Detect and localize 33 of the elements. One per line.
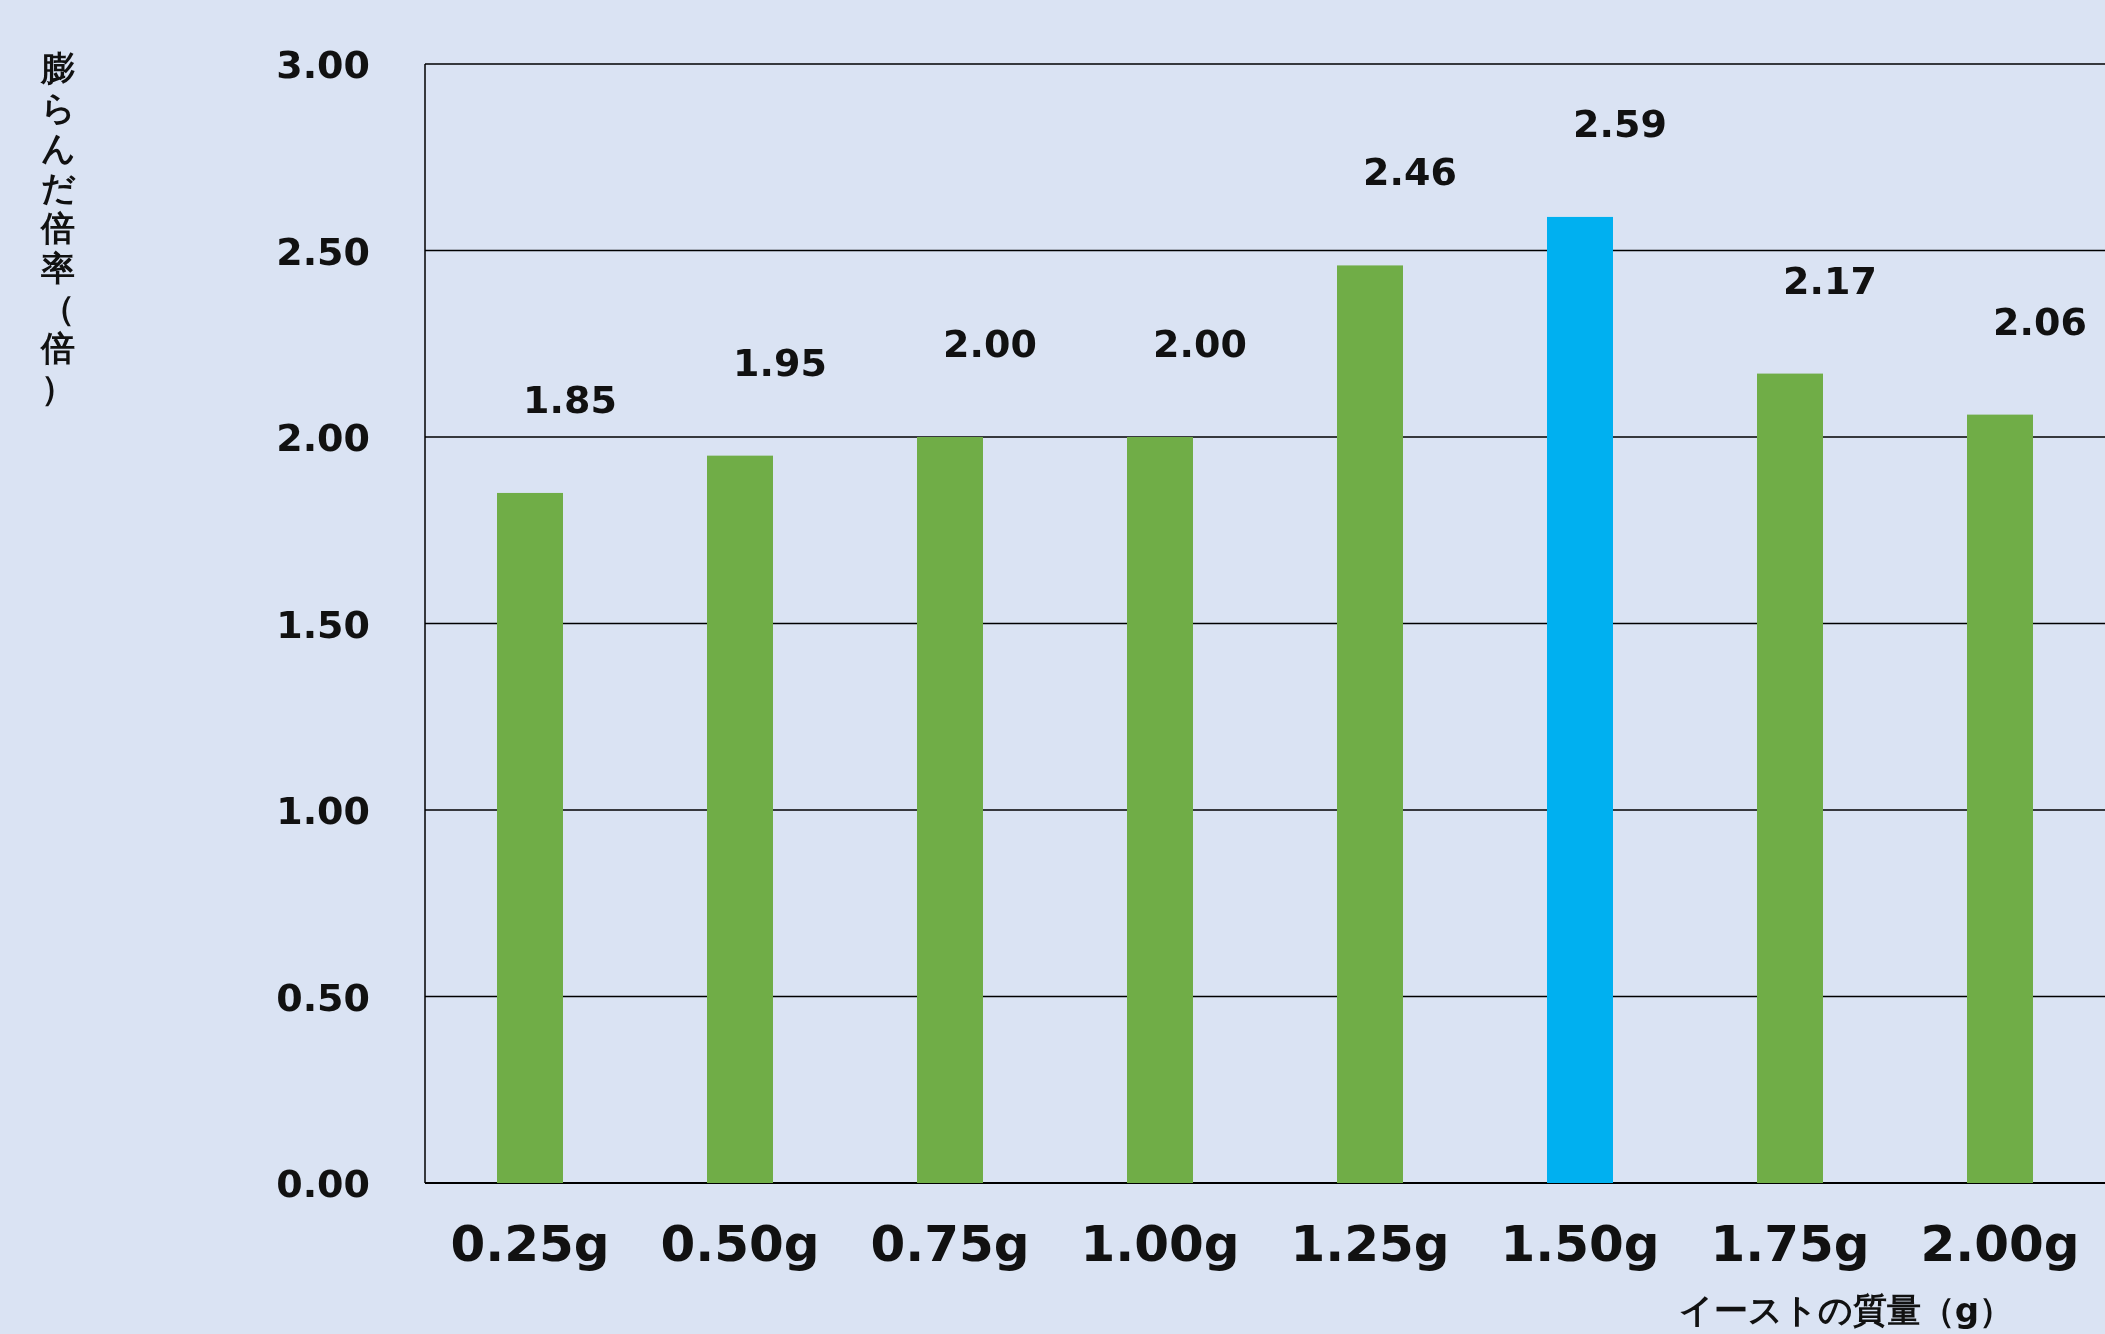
- x-tick-label: 1.00g: [1080, 1215, 1240, 1273]
- data-label: 2.00: [943, 322, 1037, 366]
- bar: [1757, 373, 1823, 1183]
- bar: [1337, 265, 1403, 1183]
- bar: [1547, 216, 1613, 1183]
- bar: [707, 455, 773, 1183]
- y-tick-label: 1.00: [276, 789, 370, 833]
- bar: [1127, 437, 1193, 1183]
- y-tick-label: 2.00: [276, 416, 370, 460]
- bar: [917, 437, 983, 1183]
- x-tick-label: 0.75g: [870, 1215, 1030, 1273]
- y-tick-label: 0.00: [276, 1162, 370, 1206]
- bar: [1967, 414, 2033, 1183]
- data-label: 2.46: [1363, 150, 1457, 195]
- data-label: 1.95: [733, 340, 827, 385]
- data-label: 2.59: [1573, 101, 1667, 146]
- x-tick-label: 1.50g: [1500, 1215, 1660, 1273]
- x-tick-label: 0.50g: [660, 1215, 820, 1273]
- data-label: 2.00: [1153, 322, 1247, 366]
- data-label: 2.06: [1993, 299, 2087, 344]
- text: 膨らんだ倍率（倍）: [40, 48, 76, 408]
- x-tick-label: 2.00g: [1920, 1215, 2080, 1273]
- bar: [497, 492, 563, 1183]
- x-tick-label: 1.75g: [1710, 1215, 1870, 1273]
- x-tick-label: 1.25g: [1290, 1215, 1450, 1273]
- y-tick-label: 2.50: [276, 229, 370, 274]
- x-tick-label: 0.25g: [450, 1215, 610, 1273]
- data-label: 1.85: [523, 377, 617, 422]
- x-axis-title: イーストの質量（g）: [1678, 1290, 2014, 1330]
- y-tick-label: 1.50: [276, 602, 370, 647]
- y-tick-label: 3.00: [276, 43, 370, 87]
- y-tick-label: 0.50: [276, 975, 370, 1020]
- data-label: 2.17: [1783, 258, 1877, 303]
